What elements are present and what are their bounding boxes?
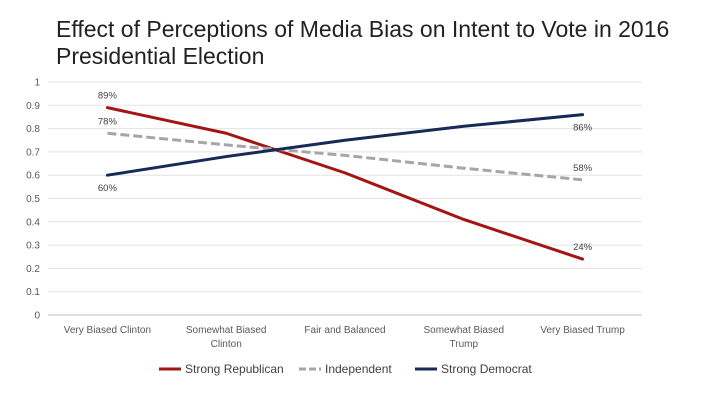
data-label: 78% [98, 116, 118, 127]
y-tick-label: 0.5 [26, 194, 40, 205]
x-tick-label: Fair and Balanced [304, 325, 385, 336]
y-tick-label: 0.4 [26, 217, 40, 228]
data-label: 58% [573, 163, 593, 174]
y-tick-label: 0.3 [26, 241, 40, 252]
data-labels: 89% 24% 78% 58% 60% 86% [98, 91, 593, 253]
x-axis-ticks: Very Biased Clinton Somewhat Biased Clinto… [64, 325, 626, 350]
y-tick-label: 0.2 [26, 264, 40, 275]
chart-title: Effect of Perceptions of Media Bias on I… [56, 16, 670, 69]
y-tick-label: 0.8 [26, 124, 40, 135]
x-tick-label: Somewhat Biased Clinton [186, 325, 267, 350]
data-label: 24% [573, 242, 593, 253]
data-label: 86% [573, 123, 593, 134]
legend-label-strong-democrat: Strong Democrat [441, 362, 532, 376]
y-tick-label: 0.6 [26, 171, 40, 182]
y-tick-label: 0 [34, 311, 40, 322]
y-tick-label: 0.7 [26, 147, 40, 158]
legend-label-strong-republican: Strong Republican [185, 362, 284, 376]
x-tick-label: Very Biased Trump [540, 325, 625, 336]
x-tick-label: Very Biased Clinton [64, 325, 151, 336]
y-tick-label: 0.1 [26, 287, 40, 298]
y-tick-label: 1 [34, 78, 40, 89]
legend-label-independent: Independent [325, 362, 392, 376]
data-label: 60% [98, 183, 118, 194]
y-axis-ticks: 0 0.1 0.2 0.3 0.4 0.5 0.6 0.7 0.8 0.9 1 [26, 78, 40, 322]
series-lines [105, 106, 585, 261]
data-label: 89% [98, 91, 118, 102]
series-line-strong-republican [105, 106, 585, 261]
legend: Strong Republican Independent Strong Democ… [159, 362, 532, 376]
y-tick-label: 0.9 [26, 101, 40, 112]
x-tick-label: Somewhat Biased Trump [423, 325, 504, 350]
series-line-strong-democrat [105, 113, 585, 177]
series-line-independent [107, 131, 583, 182]
